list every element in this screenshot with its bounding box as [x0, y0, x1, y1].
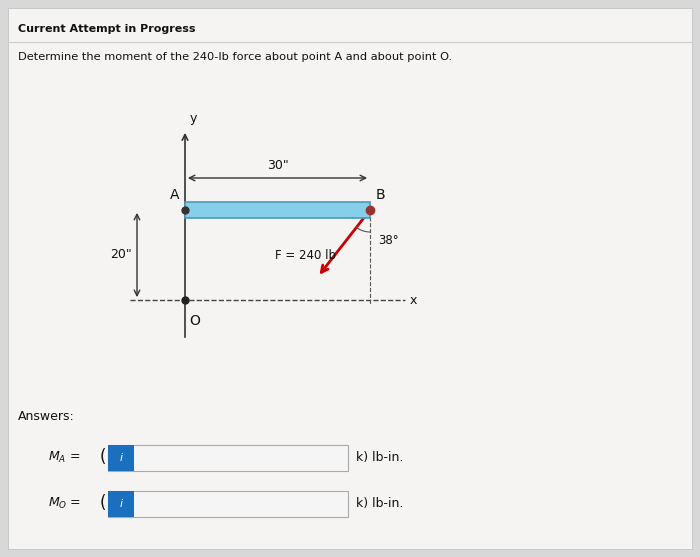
Text: k) lb-in.: k) lb-in.	[356, 452, 403, 465]
Text: Answers:: Answers:	[18, 410, 75, 423]
Text: 38°: 38°	[378, 233, 398, 247]
Text: i: i	[120, 499, 122, 509]
Text: Current Attempt in Progress: Current Attempt in Progress	[18, 24, 195, 34]
Text: i: i	[120, 453, 122, 463]
Text: $M_O$ =: $M_O$ =	[48, 495, 81, 511]
Text: O: O	[189, 314, 200, 328]
Text: (: (	[100, 494, 106, 512]
Text: Determine the moment of the 240-lb force about point A and about point O.: Determine the moment of the 240-lb force…	[18, 52, 452, 62]
Bar	[108, 445, 348, 471]
Text: 30": 30"	[267, 159, 288, 172]
Text: F = 240 lb: F = 240 lb	[275, 250, 336, 262]
Text: A: A	[169, 188, 179, 202]
Text: $M_A$ =: $M_A$ =	[48, 449, 80, 465]
Bar	[108, 491, 348, 517]
Text: (: (	[100, 448, 106, 466]
Text: x: x	[410, 294, 417, 306]
Bar	[108, 445, 134, 471]
Bar	[185, 202, 370, 218]
Text: y: y	[190, 112, 197, 125]
Text: 20": 20"	[111, 248, 132, 261]
Bar	[108, 491, 134, 517]
Text: k) lb-in.: k) lb-in.	[356, 497, 403, 511]
Text: B: B	[376, 188, 386, 202]
